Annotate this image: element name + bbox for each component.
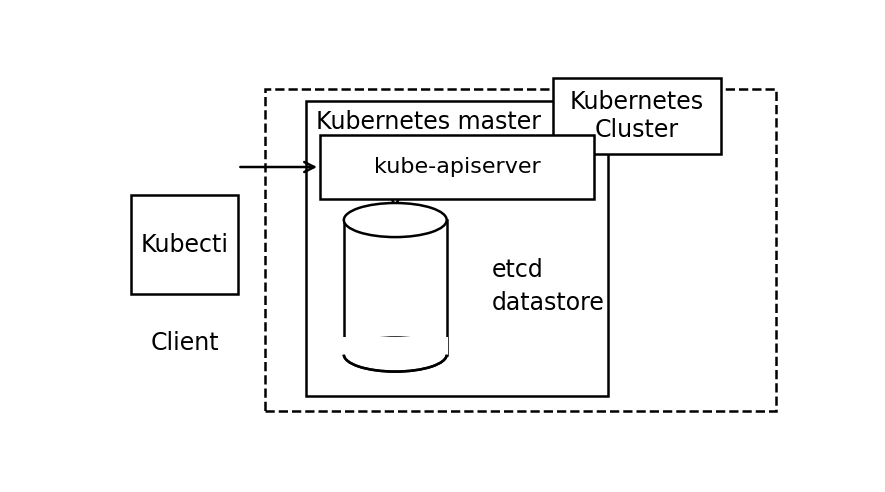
Bar	[306, 101, 608, 396]
Text: kube-apiserver: kube-apiserver	[373, 157, 541, 177]
Text: Kubernetes
Cluster: Kubernetes Cluster	[570, 90, 704, 142]
Bar	[319, 135, 594, 199]
Bar	[553, 78, 721, 154]
Text: Kubecti: Kubecti	[141, 233, 228, 257]
Bar	[342, 337, 448, 355]
Text: Kubernetes master: Kubernetes master	[317, 110, 542, 134]
Bar	[343, 220, 447, 355]
Bar	[131, 195, 237, 294]
Text: Client: Client	[150, 331, 219, 355]
Bar	[265, 90, 776, 411]
Ellipse shape	[343, 338, 447, 371]
Ellipse shape	[343, 203, 447, 237]
Text: etcd
datastore: etcd datastore	[491, 258, 604, 315]
